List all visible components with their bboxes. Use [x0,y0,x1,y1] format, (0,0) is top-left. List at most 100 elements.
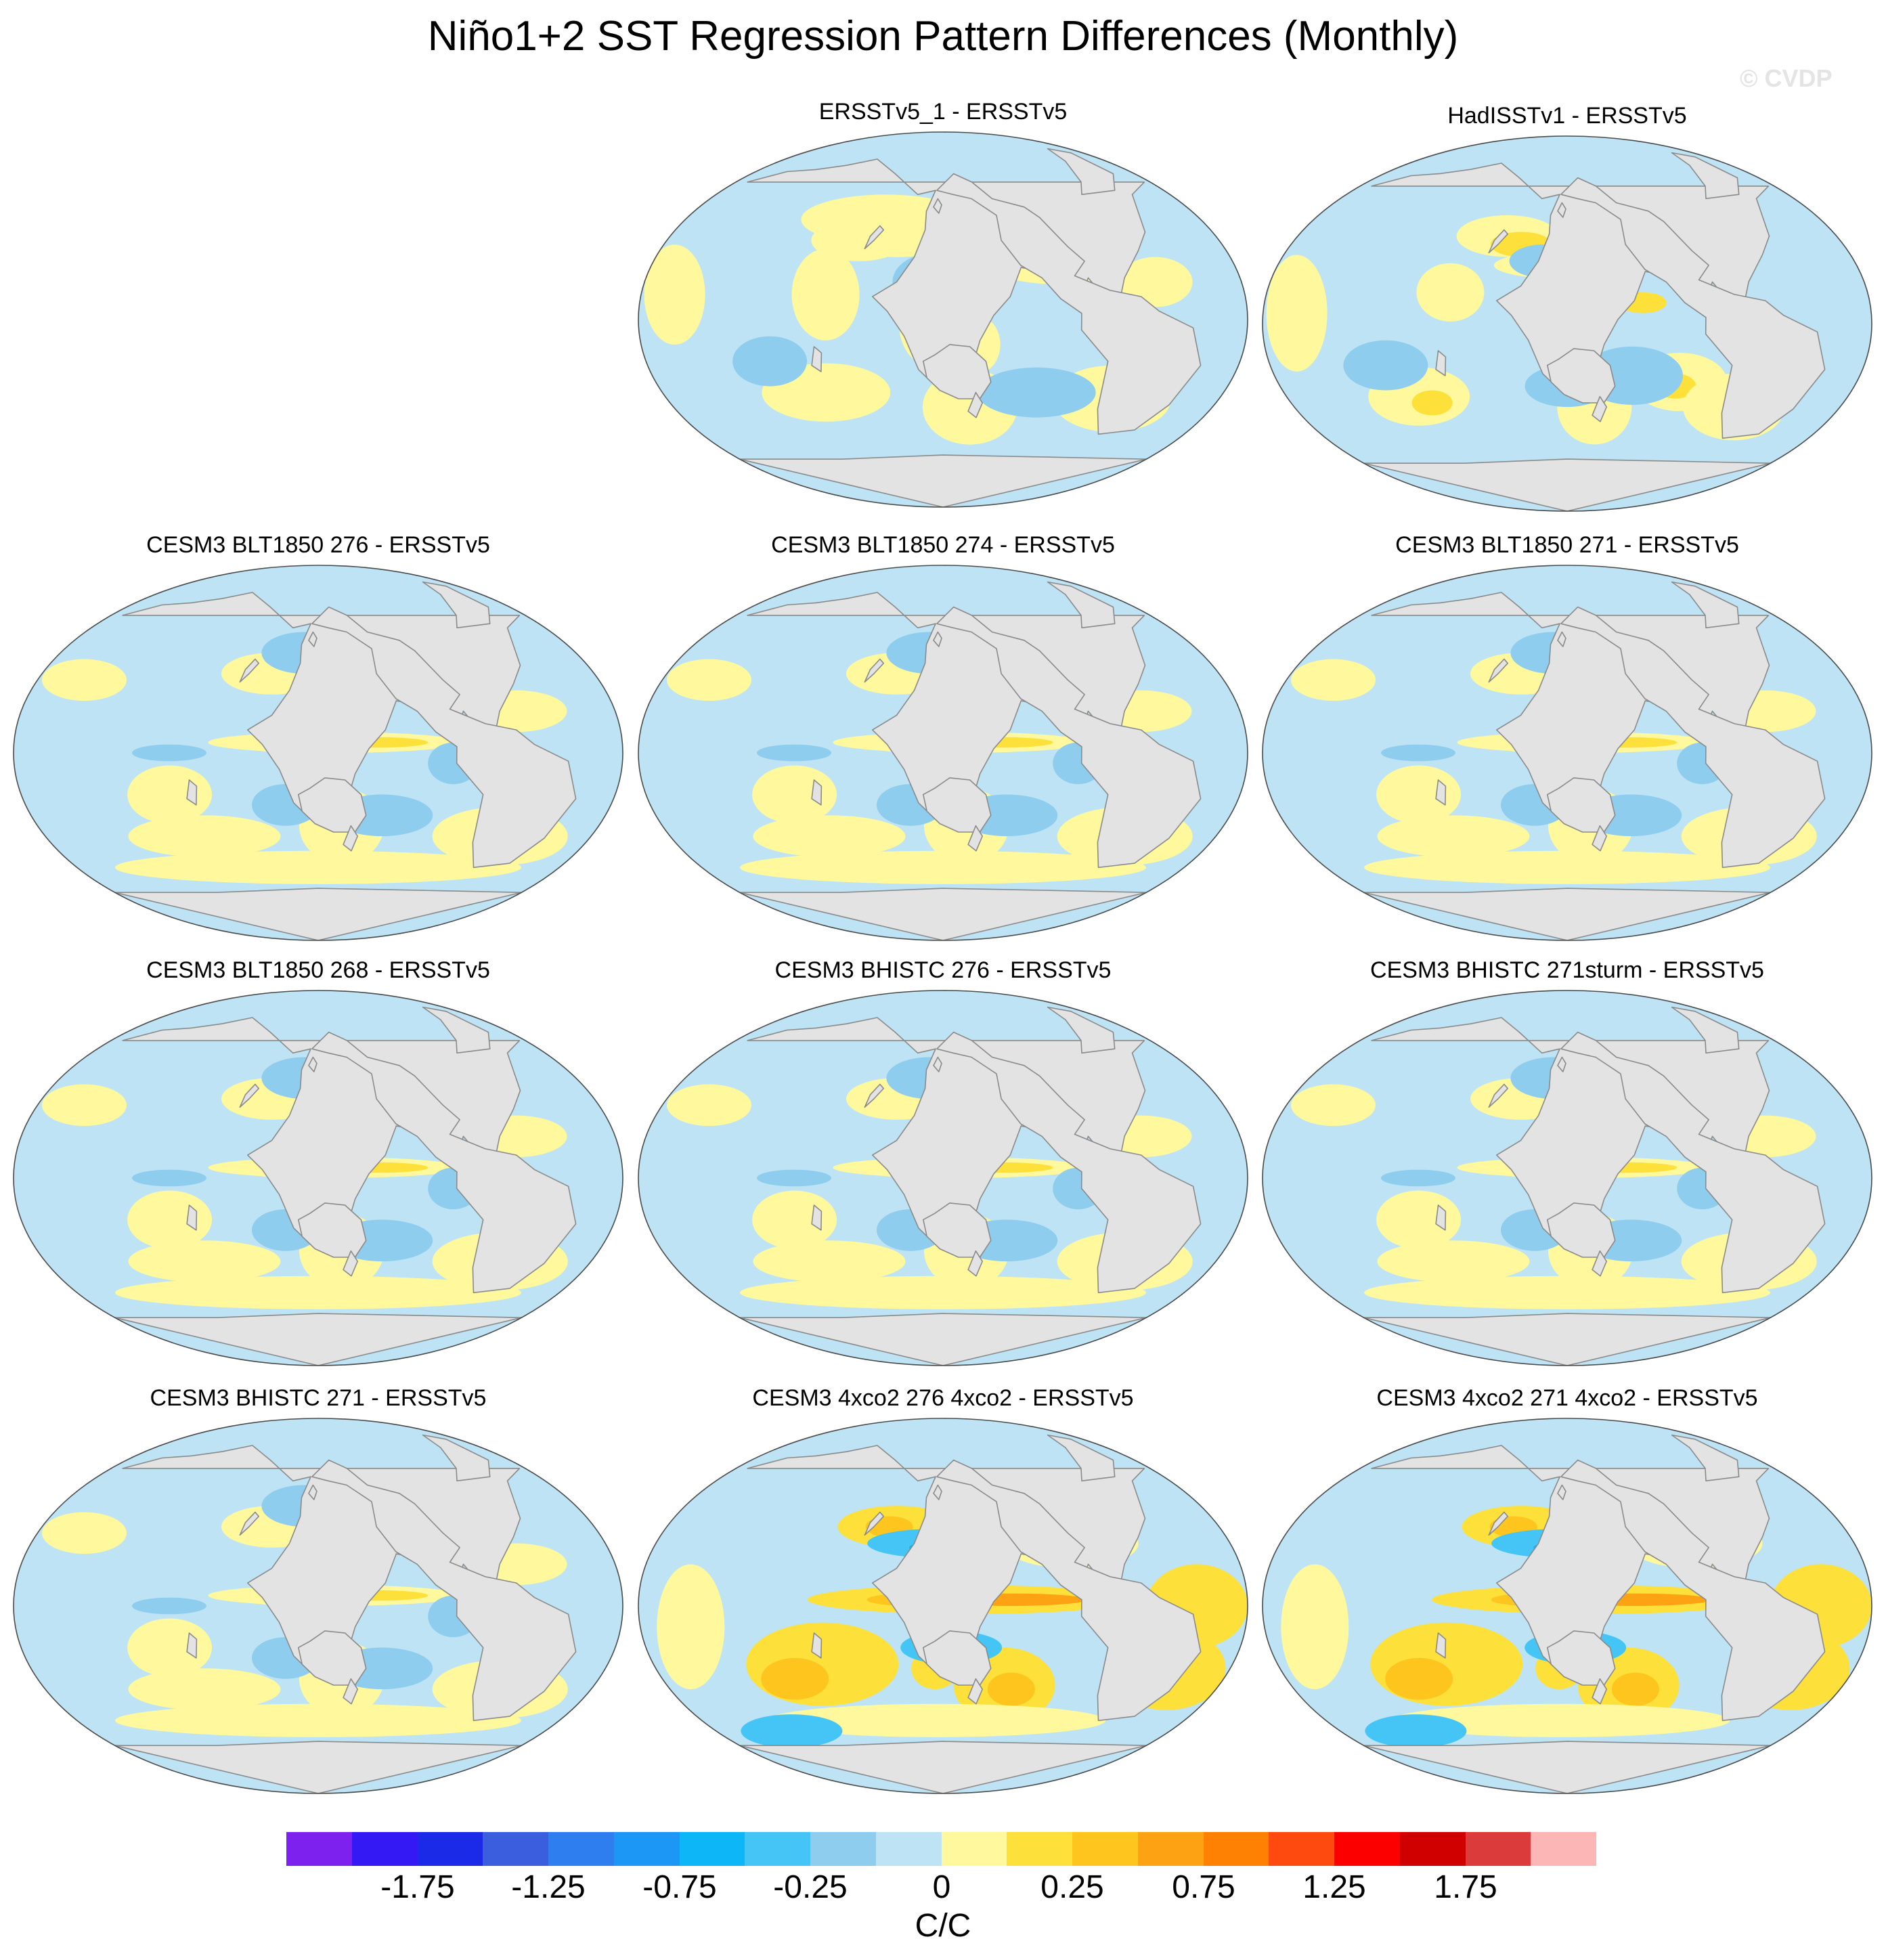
positive-anomaly-region [753,815,906,857]
land-uk [1557,1484,1566,1500]
land-continent-americas [936,173,1202,435]
land-madagascar [186,1204,198,1231]
colorbar-swatch [875,1832,942,1866]
panel-title-10: CESM3 4xco2 276 4xco2 - ERSSTv5 [752,1385,1134,1411]
land-antarctica [1363,1741,1772,1793]
land-continent-americas [936,606,1202,869]
colorbar-tick-label: -1.75 [380,1869,455,1905]
colorbar-swatch [548,1832,614,1866]
positive-anomaly-region [42,1084,127,1127]
colorbar-swatch [286,1832,352,1866]
colorbar-tick-label: 0.25 [1040,1869,1104,1905]
colorbar-swatch [483,1832,548,1866]
land-new-zealand [1592,825,1607,852]
land-japan [1488,229,1508,254]
positive-anomaly-region [1118,257,1193,307]
panel-title-7: CESM3 BHISTC 276 - ERSSTv5 [774,957,1112,983]
land-uk [308,1484,317,1500]
land-greenland [422,1006,491,1054]
land-uk [933,1484,942,1500]
figure-title: Niño1+2 SST Regression Pattern Differenc… [427,13,1459,60]
colorbar-units: C/C [915,1908,971,1944]
negative-anomaly-region [741,1714,843,1748]
colorbar-tick-label: -0.25 [773,1869,848,1905]
positive-anomaly-region [746,1622,899,1706]
land-new-zealand [1592,395,1607,422]
negative-anomaly-region [1381,1169,1455,1187]
positive-anomaly-region [767,1703,1106,1737]
positive-anomaly-region [128,1668,281,1710]
land-greenland [1047,581,1116,629]
colorbar-swatch [613,1832,680,1866]
positive-anomaly-region [1370,1622,1523,1706]
negative-anomaly-region [132,1597,206,1615]
panel-title-9: CESM3 BHISTC 271 - ERSSTv5 [150,1385,487,1411]
land-madagascar [186,779,198,806]
land-antarctica [1363,458,1772,511]
positive-anomaly-region [1364,850,1770,884]
colorbar-swatch [417,1832,483,1866]
land-antarctica [1363,1313,1772,1366]
colorbar [286,1832,1596,1866]
panel-title-11: CESM3 4xco2 271 4xco2 - ERSSTv5 [1376,1385,1758,1411]
land-continent-americas [936,1031,1202,1294]
map-panel-7 [638,990,1248,1366]
panel-title-8: CESM3 BHISTC 271sturm - ERSSTv5 [1370,957,1764,983]
land-madagascar [811,779,823,806]
land-uk [1557,631,1566,647]
colorbar-swatch [1531,1832,1596,1866]
colorbar-tick-label: -0.75 [642,1869,717,1905]
colorbar-swatch [679,1832,745,1866]
land-new-zealand [343,1678,358,1705]
map-panel-5 [1262,565,1872,941]
negative-anomaly-region [757,744,831,762]
positive-anomaly-region [1266,255,1328,372]
colorbar-swatch [1465,1832,1531,1866]
positive-anomaly-region [987,1672,1035,1706]
positive-anomaly-region [1291,1084,1376,1127]
negative-anomaly-region [977,367,1096,418]
negative-anomaly-region [132,1169,206,1187]
land-continent-americas [1560,1031,1826,1294]
panel-title-2: HadISSTv1 - ERSSTv5 [1447,103,1687,129]
map-panel-6 [13,990,623,1366]
map-panel-2 [1262,135,1872,512]
negative-anomaly-region [757,1169,831,1187]
land-new-zealand [967,391,983,418]
panel-title-5: CESM3 BLT1850 271 - ERSSTv5 [1395,532,1739,558]
land-new-zealand [1592,1250,1607,1277]
land-japan [864,658,884,683]
negative-anomaly-region [732,336,808,387]
positive-anomaly-region [115,1703,521,1737]
land-uk [308,1056,317,1072]
positive-anomaly-region [1411,390,1453,416]
positive-anomaly-region [42,659,127,701]
positive-anomaly-region [657,1564,725,1690]
land-uk [1557,1056,1566,1072]
land-continent-americas [1560,606,1826,869]
colorbar-swatch [1399,1832,1466,1866]
map-panel-4 [638,565,1248,941]
land-japan [1488,1511,1508,1536]
positive-anomaly-region [740,1276,1146,1309]
land-antarctica [739,1741,1147,1793]
land-new-zealand [343,1250,358,1277]
positive-anomaly-region [1377,1240,1530,1282]
land-uk [933,631,942,647]
map-outline [638,565,1248,941]
land-continent-americas [1560,1459,1826,1722]
positive-anomaly-region [1385,1657,1453,1700]
map-outline [1262,135,1872,512]
map-outline [13,565,623,941]
colorbar-tick-label: 0 [932,1869,951,1905]
land-greenland [1047,148,1116,196]
colorbar-swatch [1007,1832,1072,1866]
positive-anomaly-region [1376,1190,1462,1249]
land-new-zealand [1592,1678,1607,1705]
map-panel-3 [13,565,623,941]
positive-anomaly-region [752,1190,837,1249]
negative-anomaly-region [1343,340,1428,391]
positive-anomaly-region [752,765,837,824]
colorbar-tick-label: 1.75 [1434,1869,1497,1905]
land-antarctica [1363,888,1772,940]
